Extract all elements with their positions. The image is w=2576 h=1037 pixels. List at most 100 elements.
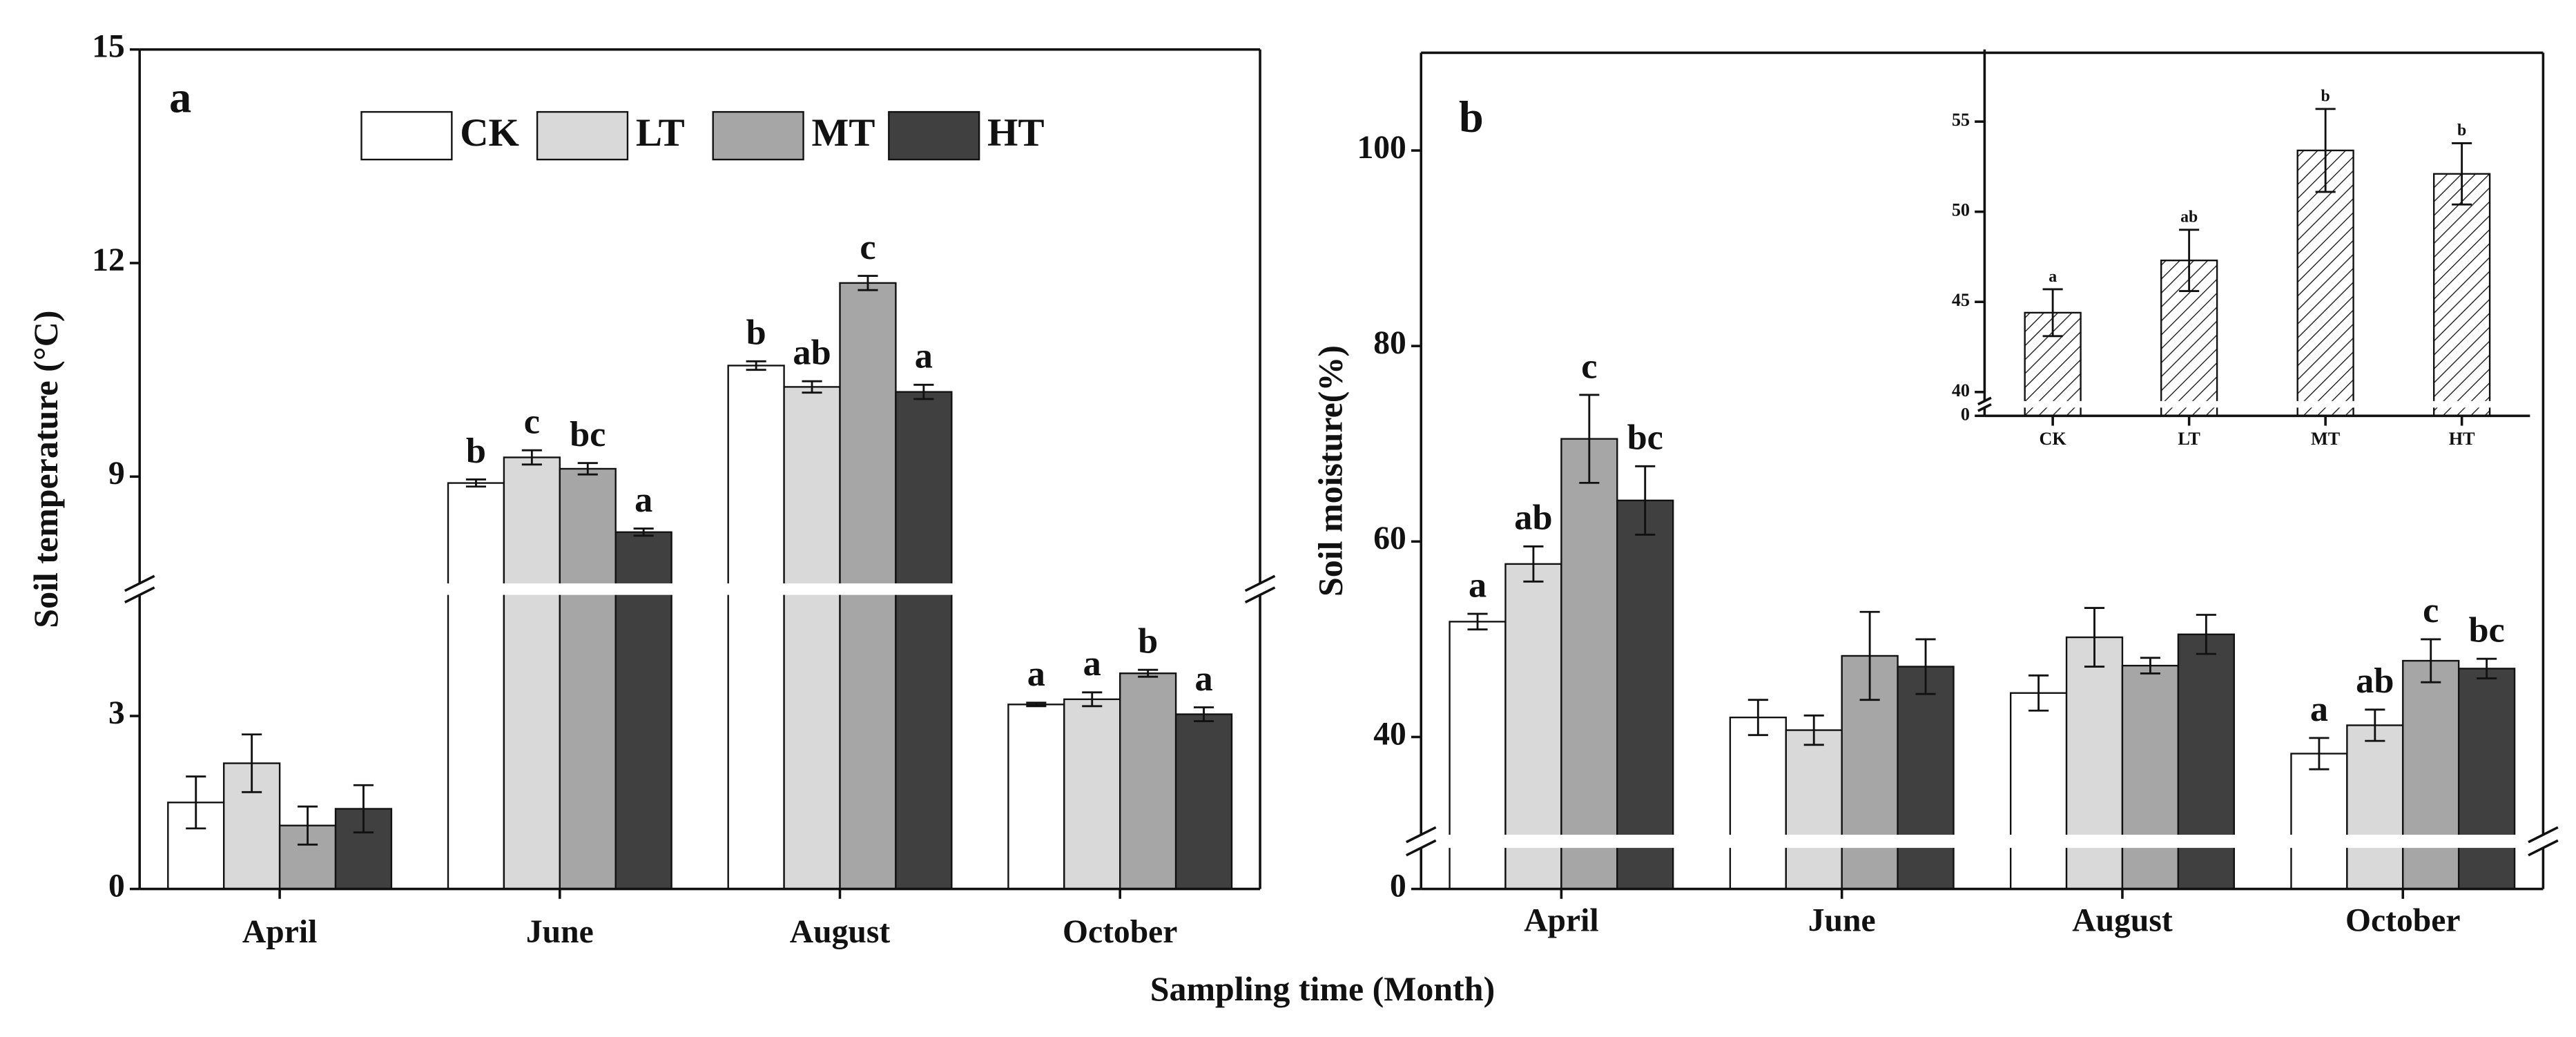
significance-letter: ab: [2356, 661, 2394, 701]
significance-letter: a: [635, 480, 652, 520]
significance-letter: b: [2321, 88, 2330, 106]
axis-break-mark: [124, 574, 155, 592]
significance-letter: bc: [570, 414, 606, 454]
axis-break-mark: [1406, 826, 1437, 844]
y-tick-label: 0: [1961, 404, 1970, 424]
legend-swatch: [712, 110, 804, 161]
panel-label: b: [1459, 93, 1484, 142]
x-tick-label: LT: [2178, 429, 2200, 449]
legend-swatch: [360, 110, 453, 161]
y-tick-label: 12: [92, 242, 125, 278]
x-tick-label: April: [1524, 902, 1598, 938]
legend-swatch: [888, 110, 980, 161]
significance-letter: b: [2457, 122, 2466, 139]
y-tick-label: 15: [92, 29, 125, 65]
y-tick-label: 3: [108, 695, 125, 731]
x-tick-label: HT: [2449, 429, 2475, 449]
significance-letter: a: [915, 336, 933, 376]
axis-break-mark: [1977, 403, 1992, 412]
bar: [2121, 664, 2180, 890]
bar: [2009, 692, 2068, 890]
bar: [1785, 729, 1843, 890]
significance-letter: bc: [2468, 610, 2504, 650]
y-tick-label: 100: [1357, 130, 1406, 166]
x-axis-title: Sampling time (Month): [1150, 969, 1495, 1008]
x-tick-label: CK: [2040, 429, 2067, 449]
bar: [1616, 499, 1674, 890]
axis-break-mark: [1244, 574, 1276, 592]
axis-break-gap: [1979, 400, 2535, 408]
bar: [2065, 636, 2124, 890]
bar: [1449, 621, 1507, 890]
significance-letter: ab: [793, 333, 831, 373]
bar: [1897, 666, 1955, 890]
significance-letter: c: [1581, 346, 1597, 386]
y-tick-label: 60: [1373, 521, 1406, 556]
bar: [503, 456, 561, 890]
x-tick-label: August: [2072, 902, 2173, 938]
significance-letter: a: [1027, 654, 1045, 694]
legend-swatch: [536, 110, 629, 161]
y-axis-title: Soil temperature (°C): [26, 311, 65, 628]
significance-letter: a: [2310, 689, 2328, 729]
bar: [2177, 633, 2235, 890]
bar: [2346, 724, 2404, 890]
axis-break-mark: [2528, 839, 2559, 857]
bar: [1729, 716, 1787, 890]
significance-letter: c: [2423, 590, 2439, 630]
legend-label: HT: [987, 111, 1045, 155]
panel-label: a: [169, 73, 191, 122]
y-tick-label: 80: [1373, 325, 1406, 361]
bar: [559, 467, 617, 890]
axis-break-mark: [124, 586, 155, 603]
y-tick-label: 50: [1952, 200, 1970, 220]
bar: [1560, 438, 1618, 890]
y-tick-label: 9: [108, 456, 125, 492]
bar: [447, 482, 505, 890]
significance-letter: b: [1138, 621, 1158, 661]
significance-letter: ab: [2180, 209, 2198, 226]
bar: [1063, 698, 1121, 890]
significance-letter: a: [1469, 565, 1486, 605]
x-tick-label: June: [1808, 902, 1876, 938]
axis-break-mark: [1977, 396, 1992, 406]
x-tick-label: MT: [2311, 429, 2341, 449]
y-tick-label: 0: [108, 868, 125, 904]
y-tick-label: 55: [1952, 110, 1970, 130]
x-tick-label: October: [2345, 902, 2460, 938]
bar: [1119, 672, 1177, 890]
bar: [895, 391, 953, 890]
y-tick-label: 40: [1952, 380, 1970, 400]
bar: [2432, 173, 2491, 417]
significance-letter: ab: [1514, 498, 1552, 538]
axis-break-mark: [1244, 586, 1276, 603]
significance-letter: a: [1194, 659, 1212, 699]
significance-letter: bc: [1627, 418, 1663, 458]
x-tick-label: April: [242, 914, 317, 950]
bar: [2457, 668, 2516, 890]
bar: [1174, 713, 1233, 890]
legend-label: LT: [636, 111, 685, 155]
x-tick-label: August: [790, 914, 891, 950]
x-tick-label: October: [1063, 914, 1177, 950]
bar: [2290, 753, 2348, 890]
y-tick-label: 40: [1373, 716, 1406, 752]
axis-break-gap: [135, 583, 1266, 595]
significance-letter: a: [2049, 268, 2057, 286]
y-tick-label: 45: [1952, 290, 1970, 310]
significance-letter: c: [524, 402, 540, 442]
legend-label: MT: [811, 111, 875, 155]
legend-label: CK: [460, 111, 519, 155]
bar: [2402, 659, 2460, 890]
significance-letter: b: [466, 431, 486, 471]
y-axis-title: Soil moisture(%): [1311, 345, 1350, 597]
significance-letter: a: [1083, 643, 1101, 684]
bar: [1007, 704, 1065, 890]
axis-break-gap: [1416, 835, 2548, 849]
bar: [727, 365, 785, 890]
x-tick-label: June: [526, 914, 594, 950]
axis-break-mark: [1406, 839, 1437, 857]
significance-letter: b: [746, 313, 766, 353]
y-tick-label: 0: [1390, 868, 1406, 904]
